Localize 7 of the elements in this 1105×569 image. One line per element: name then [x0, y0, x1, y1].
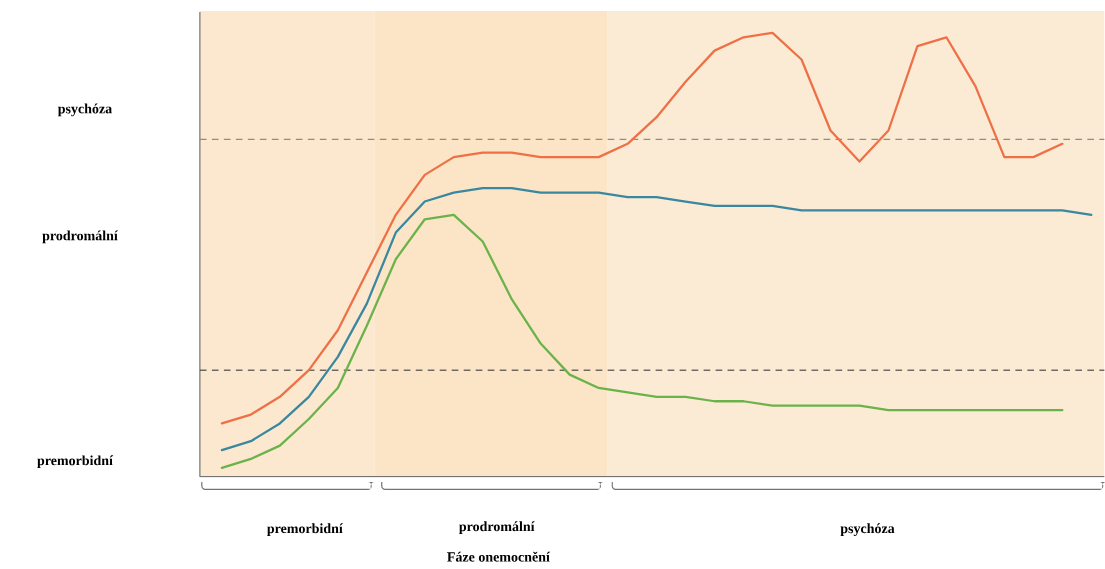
text: premorbidní — [267, 523, 343, 537]
text: premorbidní — [37, 455, 114, 469]
text: psychóza — [57, 103, 112, 117]
text: prodromální — [459, 521, 535, 535]
text: Fáze onemocnění — [447, 551, 551, 562]
text: prodromální — [42, 230, 118, 244]
text: psychóza — [840, 523, 895, 537]
